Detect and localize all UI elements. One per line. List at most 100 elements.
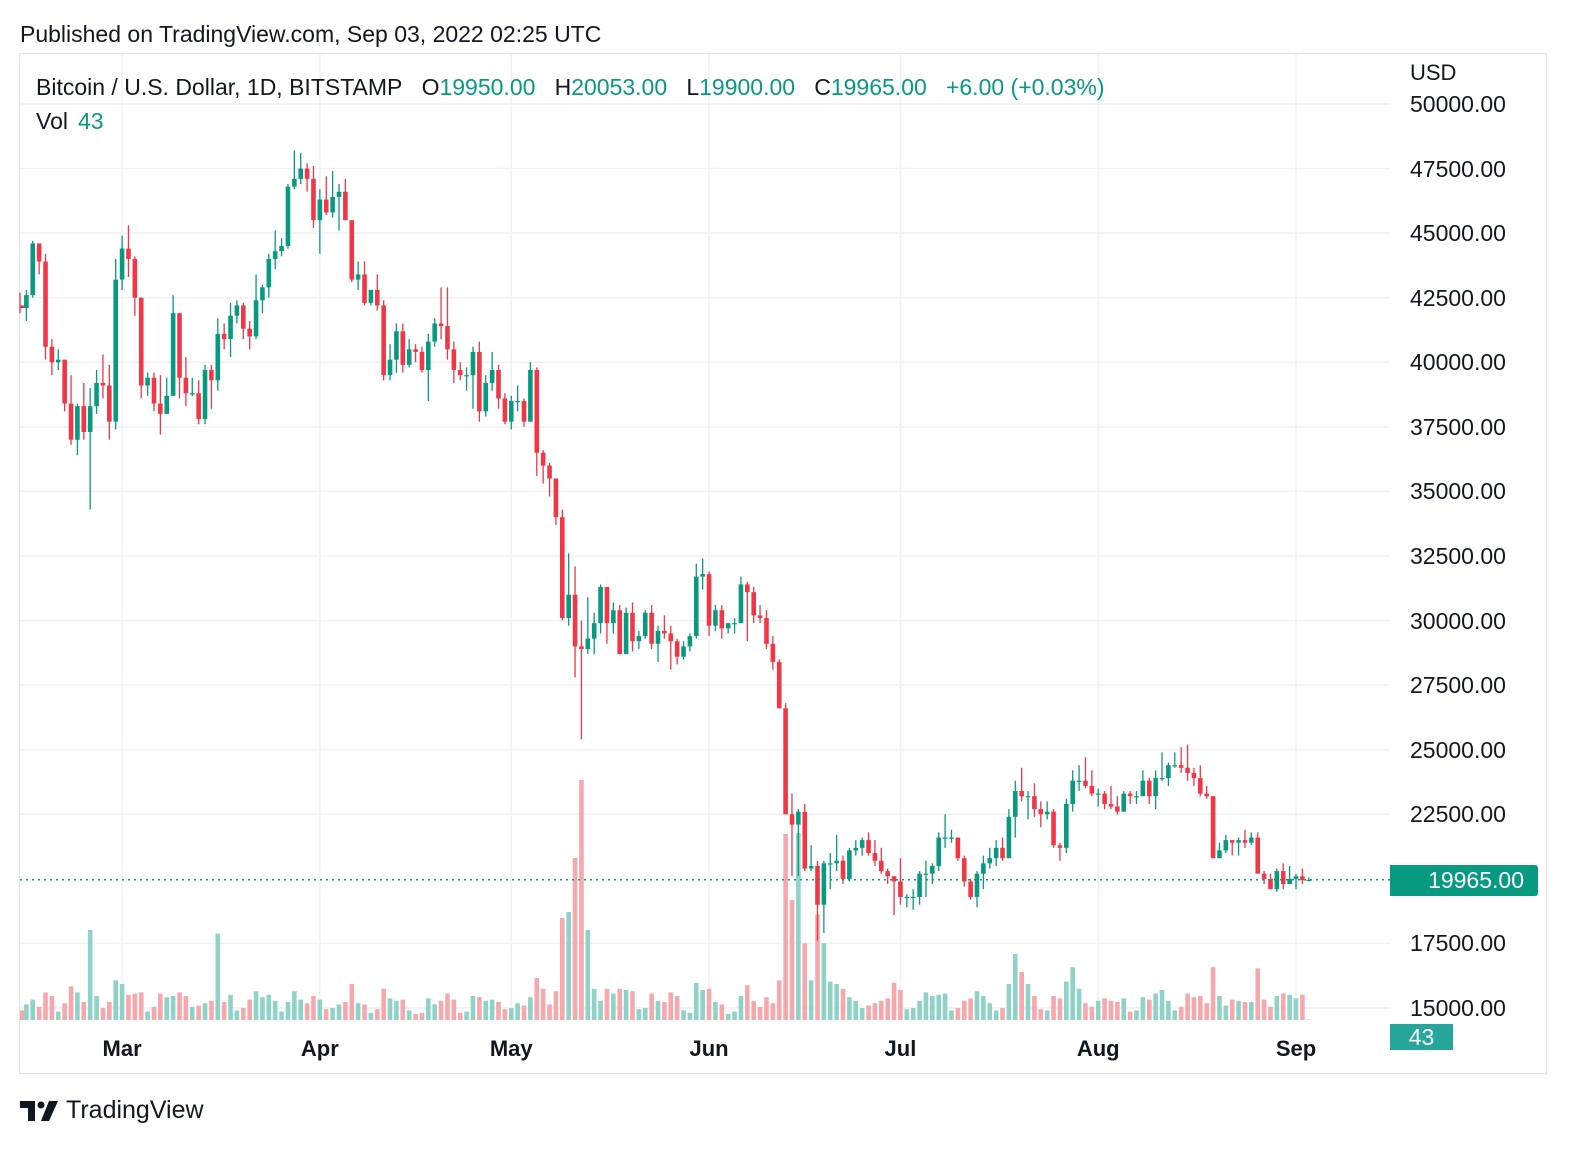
candle-body xyxy=(330,196,335,213)
candle-body xyxy=(292,178,297,187)
candle-body xyxy=(1076,780,1082,782)
candle-body xyxy=(1229,840,1235,843)
candle-body xyxy=(834,860,839,864)
volume-bar xyxy=(451,999,457,1020)
candle-body xyxy=(1025,796,1031,798)
volume-bar xyxy=(107,1002,112,1020)
candle-body xyxy=(400,331,406,365)
time-tick-label: Apr xyxy=(300,1036,339,1061)
volume-bar xyxy=(853,1000,859,1020)
candle-body xyxy=(451,349,457,370)
volume-bar xyxy=(687,1012,693,1020)
candle-body xyxy=(81,406,87,432)
candle-body xyxy=(617,610,623,655)
volume-bar xyxy=(426,998,431,1020)
candle-body xyxy=(725,623,731,629)
candle-body xyxy=(904,896,910,899)
candle-body xyxy=(1172,765,1178,767)
volume-bar xyxy=(732,1011,737,1020)
volume-bar xyxy=(566,912,571,1020)
candle-body xyxy=(196,393,201,420)
candle-body xyxy=(1236,840,1241,843)
candle-body xyxy=(247,328,252,337)
candle-body xyxy=(304,168,310,179)
volume-bar xyxy=(1000,1008,1005,1020)
volume-bar xyxy=(885,998,890,1020)
candle-body xyxy=(859,840,865,848)
candle-body xyxy=(1083,780,1088,786)
tradingview-logo[interactable]: TradingView xyxy=(20,1096,204,1125)
volume-bar xyxy=(183,996,189,1020)
volume-bar xyxy=(1172,1010,1178,1020)
volume-bar xyxy=(668,992,674,1020)
candle-body xyxy=(1064,803,1069,848)
candle-body xyxy=(1089,785,1095,794)
volume-bar xyxy=(228,994,233,1020)
volume-bar xyxy=(349,984,355,1020)
volume-bar xyxy=(209,1000,214,1020)
volume-bar xyxy=(827,981,833,1020)
currency-label[interactable]: USD xyxy=(1410,60,1457,85)
candle-body xyxy=(674,641,680,657)
symbol-title[interactable]: Bitcoin / U.S. Dollar, 1D, BITSTAMP xyxy=(36,74,403,100)
volume-bar xyxy=(987,1003,993,1020)
candle-body xyxy=(547,465,552,479)
volume-bar xyxy=(1038,1009,1044,1020)
volume-bar xyxy=(1006,984,1012,1020)
volume-bar xyxy=(1057,998,1063,1020)
candle-body xyxy=(62,359,67,404)
time-tick-label: Jul xyxy=(884,1036,917,1061)
candle-body xyxy=(521,400,527,422)
candle-body xyxy=(126,248,131,259)
volume-bar xyxy=(910,1008,916,1020)
volume-bar xyxy=(387,998,393,1020)
candle-body xyxy=(649,612,654,644)
volume-bar xyxy=(247,999,252,1020)
candle-body xyxy=(470,351,476,376)
candle-body xyxy=(636,636,642,642)
volume-bar xyxy=(55,1011,61,1020)
volume-label[interactable]: Vol xyxy=(36,108,68,134)
volume-bar xyxy=(323,1009,329,1020)
volume-bar xyxy=(374,1009,380,1020)
volume-bar xyxy=(285,1002,291,1020)
volume-bar xyxy=(955,1008,961,1020)
volume-bar xyxy=(177,992,182,1020)
volume-bar xyxy=(68,986,74,1020)
candle-body xyxy=(1102,793,1107,804)
candle-body xyxy=(508,400,514,422)
candle-body xyxy=(221,333,227,340)
volume-bar xyxy=(477,997,482,1020)
candle-body xyxy=(406,349,412,365)
candle-body xyxy=(1038,809,1044,815)
candle-body xyxy=(528,369,533,422)
volume-bar xyxy=(617,988,623,1020)
candle-body xyxy=(738,584,744,624)
volume-bar xyxy=(151,1006,157,1020)
volume-bar xyxy=(942,993,948,1020)
candle-body xyxy=(317,199,323,221)
volume-bar xyxy=(547,1004,552,1020)
volume-bar xyxy=(196,1005,201,1020)
volume-bar xyxy=(298,999,304,1020)
price-axis[interactable]: 50000.00 47500.00 45000.00 42500.00 40000.00… xyxy=(1391,89,1546,1022)
candle-body xyxy=(228,315,233,340)
candle-body xyxy=(1178,765,1184,768)
volume-bar xyxy=(330,1008,335,1020)
candle-body xyxy=(30,243,36,296)
price-tick-label: 40000.00 xyxy=(1410,349,1506,376)
candle-body xyxy=(1044,811,1050,815)
volume-bar xyxy=(834,984,839,1020)
candle-body xyxy=(145,377,150,386)
volume-bar xyxy=(355,1003,361,1020)
candle-body xyxy=(1268,878,1273,890)
volume-bar xyxy=(1070,967,1075,1020)
candle-body xyxy=(591,623,597,639)
volume-bar xyxy=(821,943,827,1020)
volume-bar xyxy=(1089,1006,1095,1020)
candle-body xyxy=(802,811,808,869)
volume-bar xyxy=(898,990,903,1020)
volume-bar xyxy=(681,1010,686,1020)
volume-bar xyxy=(119,984,125,1020)
